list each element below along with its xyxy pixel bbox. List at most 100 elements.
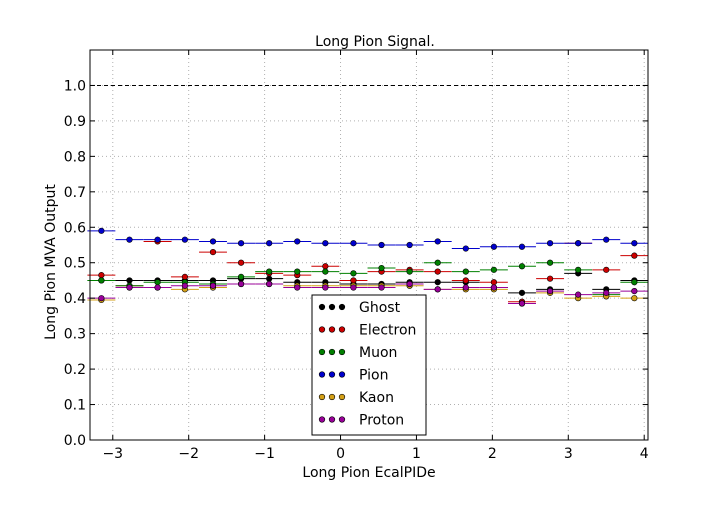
data-point: [575, 266, 582, 273]
data-point: [181, 273, 188, 281]
y-tick-label: 0.5: [64, 256, 86, 272]
data-point: [154, 284, 161, 291]
legend-marker: [338, 416, 346, 423]
data-point: [631, 240, 638, 247]
data-point: [603, 266, 610, 273]
legend-marker: [338, 303, 346, 311]
legend: Ghost Electron Muon Pion Kaon Proton: [311, 294, 427, 436]
data-point: [631, 295, 638, 302]
data-point: [98, 295, 105, 302]
y-tick-label: 0.4: [64, 291, 86, 307]
legend-label: Proton: [359, 413, 404, 429]
series-proton: [87, 280, 649, 307]
data-point: [98, 272, 105, 279]
x-tick-label: 2: [488, 446, 497, 462]
data-point: [490, 284, 497, 291]
data-point: [181, 282, 188, 289]
data-point: [434, 286, 441, 293]
legend-marker: [328, 303, 336, 311]
x-tick-label: 1: [412, 446, 421, 462]
data-point: [378, 264, 385, 272]
legend-marker: [318, 371, 326, 378]
x-axis-label: Long Pion EcalPIDe: [302, 465, 435, 481]
chart-title: Long Pion Signal.: [315, 34, 435, 50]
y-axis-label: Long Pion MVA Output: [43, 184, 59, 340]
legend-marker: [328, 416, 336, 423]
legend-label: Ghost: [359, 300, 401, 316]
data-point: [126, 236, 133, 243]
data-point: [154, 279, 161, 286]
legend-marker: [338, 371, 346, 378]
data-point: [490, 279, 497, 286]
data-point: [518, 243, 526, 250]
y-tick-label: 0.2: [64, 362, 86, 378]
data-point: [322, 240, 329, 247]
data-point: [575, 291, 582, 298]
legend-marker: [318, 348, 326, 356]
data-point: [518, 263, 526, 270]
y-tick-label: 0.1: [64, 398, 86, 414]
data-point: [181, 236, 188, 243]
data-point: [575, 240, 582, 247]
data-point: [378, 241, 385, 249]
data-point: [406, 268, 413, 275]
data-point: [209, 238, 217, 245]
y-tick-label: 1.0: [64, 78, 86, 94]
data-point: [546, 287, 554, 295]
data-point: [266, 240, 273, 247]
legend-label: Electron: [359, 323, 416, 339]
legend-marker: [328, 393, 336, 401]
data-point: [546, 240, 554, 247]
legend-marker: [318, 416, 326, 423]
data-point: [378, 284, 385, 291]
data-point: [266, 268, 273, 275]
legend-label: Muon: [359, 345, 397, 361]
legend-marker: [328, 348, 336, 356]
y-tick-label: 0.6: [64, 220, 86, 236]
y-tick-label: 0.8: [64, 149, 86, 165]
legend-marker: [318, 393, 326, 401]
data-point: [126, 277, 133, 284]
data-point: [406, 280, 413, 288]
data-point: [350, 240, 357, 247]
data-point: [237, 240, 245, 247]
y-tick-label: 0.9: [64, 114, 86, 130]
legend-marker: [338, 348, 346, 356]
data-point: [322, 263, 329, 270]
legend-marker: [338, 326, 346, 333]
tick-layer: −3 −2 −1 0 1 2 3 4 0.0 0.1 0.2 0.3 0.4 0.5 0.6 0.7 0.8 0.…: [64, 50, 649, 462]
data-point: [518, 289, 526, 296]
y-tick-label: 0.3: [64, 327, 86, 343]
legend-box: [311, 294, 427, 436]
x-tick-label: 4: [640, 446, 649, 462]
data-point: [631, 252, 638, 259]
series-layer: [87, 227, 649, 307]
legend-marker: [318, 326, 326, 333]
legend-marker: [318, 303, 326, 311]
data-point: [350, 270, 357, 277]
data-point: [237, 273, 245, 281]
x-tick-label: −3: [102, 446, 123, 462]
data-point: [434, 238, 441, 245]
data-point: [98, 227, 105, 234]
data-point: [294, 268, 301, 275]
data-point: [209, 248, 217, 256]
legend-marker: [338, 393, 346, 401]
x-tick-label: −1: [254, 446, 275, 462]
data-point: [490, 266, 497, 273]
data-point: [98, 277, 105, 284]
data-point: [603, 289, 610, 296]
data-point: [462, 268, 469, 275]
data-point: [266, 275, 273, 282]
x-tick-label: 0: [336, 446, 345, 462]
data-point: [294, 284, 301, 291]
legend-marker: [328, 371, 336, 378]
data-point: [434, 268, 441, 275]
data-point: [322, 268, 329, 275]
data-point: [154, 236, 161, 243]
data-point: [603, 236, 610, 243]
legend-label: Pion: [359, 368, 388, 384]
x-tick-label: −2: [178, 446, 199, 462]
data-point: [209, 282, 217, 289]
